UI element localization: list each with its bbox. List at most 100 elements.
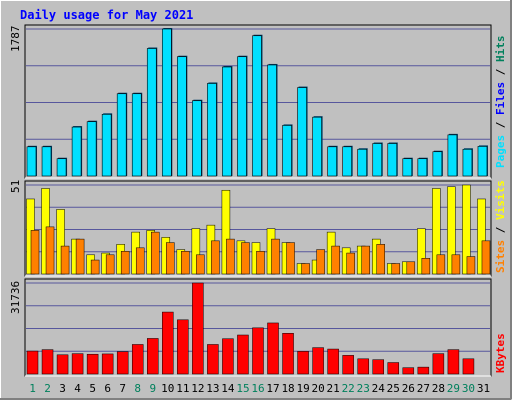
bar-kbytes-day-11 bbox=[177, 319, 189, 375]
bar-visits-day-12 bbox=[191, 228, 201, 275]
bar-pages-day-15 bbox=[237, 56, 247, 177]
bar-kbytes-day-4 bbox=[71, 353, 84, 375]
bar-kbytes-day-30 bbox=[462, 358, 475, 375]
bar-sites-day-8 bbox=[135, 247, 145, 275]
day-label-5: 5 bbox=[89, 382, 96, 395]
legend-hits: Hits bbox=[494, 36, 507, 63]
bar-sites-day-27 bbox=[421, 258, 431, 275]
day-label-7: 7 bbox=[119, 382, 126, 395]
bar-pages-day-14 bbox=[222, 66, 232, 177]
bar-pages-day-27 bbox=[417, 158, 428, 177]
bar-sites-day-19 bbox=[301, 263, 310, 275]
bar-pages-day-30 bbox=[462, 148, 473, 177]
bar-kbytes-day-9 bbox=[147, 338, 159, 375]
bar-kbytes-day-8 bbox=[131, 344, 144, 375]
bar-kbytes-day-17 bbox=[267, 322, 279, 375]
bar-sites-day-30 bbox=[466, 256, 476, 275]
legend-sep-3: / bbox=[494, 220, 507, 240]
bar-sites-day-17 bbox=[271, 238, 280, 275]
day-label-4: 4 bbox=[74, 382, 81, 395]
bar-pages-day-2 bbox=[41, 146, 52, 177]
day-label-9: 9 bbox=[149, 382, 156, 395]
day-label-16: 16 bbox=[251, 382, 264, 395]
day-label-13: 13 bbox=[206, 382, 219, 395]
bar-pages-day-19 bbox=[297, 87, 307, 177]
bar-pages-day-1 bbox=[26, 146, 37, 177]
bar-sites-day-10 bbox=[166, 242, 175, 275]
day-label-12: 12 bbox=[191, 382, 204, 395]
bar-kbytes-day-15 bbox=[237, 334, 249, 375]
bar-sites-day-16 bbox=[256, 251, 265, 275]
bar-pages-day-31 bbox=[477, 146, 488, 177]
bar-sites-day-31 bbox=[481, 240, 491, 275]
day-label-15: 15 bbox=[236, 382, 249, 395]
bar-kbytes-day-28 bbox=[432, 353, 445, 375]
bar-sites-day-4 bbox=[75, 238, 85, 275]
day-label-17: 17 bbox=[266, 382, 279, 395]
y-max-label-visits: 51 bbox=[9, 180, 22, 193]
bar-pages-day-10 bbox=[161, 28, 172, 177]
day-label-23: 23 bbox=[357, 382, 370, 395]
bar-pages-day-24 bbox=[372, 143, 383, 177]
bar-pages-day-23 bbox=[357, 148, 368, 177]
bar-sites-day-25 bbox=[391, 263, 401, 275]
bar-visits-day-29 bbox=[447, 186, 456, 275]
day-label-2: 2 bbox=[44, 382, 51, 395]
chart-panels bbox=[24, 24, 492, 377]
bar-kbytes-day-2 bbox=[41, 349, 54, 375]
bar-pages-day-7 bbox=[116, 93, 127, 177]
bar-pages-day-18 bbox=[282, 125, 292, 177]
bar-visits-day-28 bbox=[432, 188, 441, 275]
bar-sites-day-9 bbox=[151, 231, 160, 275]
y-max-label-hits: 1787 bbox=[9, 26, 22, 53]
bar-kbytes-day-7 bbox=[116, 351, 129, 375]
day-label-11: 11 bbox=[176, 382, 189, 395]
bar-pages-day-13 bbox=[207, 83, 217, 177]
legend-hits-files-pages: Pages / Files / Hits bbox=[494, 36, 507, 169]
bar-sites-day-21 bbox=[331, 245, 340, 275]
bar-kbytes-day-1 bbox=[26, 350, 39, 375]
bar-pages-day-4 bbox=[71, 126, 82, 177]
bar-kbytes-day-5 bbox=[86, 353, 99, 375]
legend-visits: Visits bbox=[494, 180, 507, 220]
bar-sites-day-23 bbox=[361, 245, 370, 275]
day-label-22: 22 bbox=[342, 382, 355, 395]
day-label-3: 3 bbox=[59, 382, 66, 395]
bar-kbytes-day-23 bbox=[357, 358, 369, 375]
day-label-6: 6 bbox=[104, 382, 111, 395]
bar-kbytes-day-25 bbox=[387, 362, 400, 375]
bar-sites-day-24 bbox=[376, 244, 385, 275]
bar-sites-day-2 bbox=[45, 226, 55, 275]
bar-sites-day-1 bbox=[30, 230, 40, 275]
bar-kbytes-day-13 bbox=[207, 344, 219, 375]
day-label-21: 21 bbox=[327, 382, 340, 395]
bar-visits-day-3 bbox=[56, 209, 65, 275]
day-label-24: 24 bbox=[372, 382, 386, 395]
bar-kbytes-day-10 bbox=[162, 311, 174, 375]
bar-kbytes-day-19 bbox=[297, 351, 309, 375]
bar-sites-day-26 bbox=[406, 261, 416, 275]
bar-kbytes-day-26 bbox=[402, 367, 415, 375]
bar-kbytes-day-20 bbox=[312, 347, 324, 375]
bar-kbytes-day-3 bbox=[56, 354, 69, 375]
bar-sites-day-22 bbox=[346, 252, 355, 275]
bar-pages-day-8 bbox=[131, 93, 142, 177]
day-label-26: 26 bbox=[402, 382, 415, 395]
day-label-27: 27 bbox=[417, 382, 430, 395]
bar-sites-day-11 bbox=[181, 251, 190, 275]
day-label-20: 20 bbox=[312, 382, 325, 395]
bar-pages-day-16 bbox=[252, 35, 262, 177]
bar-kbytes-day-6 bbox=[101, 353, 114, 375]
legend-sep-1: / bbox=[494, 115, 507, 135]
day-label-31: 31 bbox=[477, 382, 490, 395]
y-max-label-kbytes: 31736 bbox=[9, 281, 22, 314]
x-axis-day-labels: 1 2 3 4 5 6 7 8 9 10 11 12 13 14 15 16 17 18 19 20 21 22 23 24 2… bbox=[29, 382, 490, 395]
bar-pages-day-26 bbox=[402, 158, 413, 177]
bar-kbytes-day-22 bbox=[342, 355, 354, 375]
bar-pages-day-28 bbox=[432, 151, 443, 177]
bar-sites-day-13 bbox=[211, 240, 220, 275]
bar-visits-day-14 bbox=[221, 189, 231, 275]
day-label-1: 1 bbox=[29, 382, 36, 395]
